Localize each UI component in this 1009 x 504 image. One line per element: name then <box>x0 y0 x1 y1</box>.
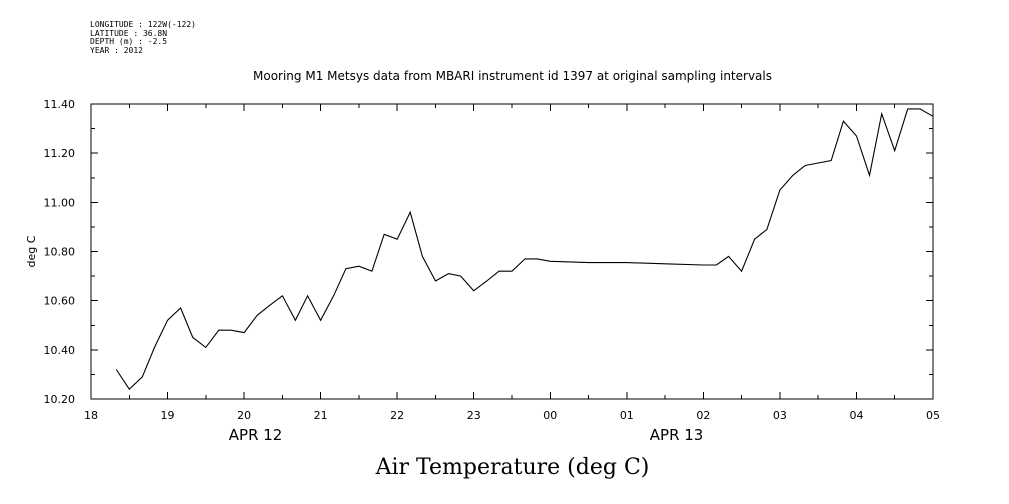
x-tick-label: 20 <box>237 409 251 422</box>
series-line <box>115 108 934 391</box>
y-axis-label: deg C <box>25 235 38 267</box>
y-tick-label: 11.40 <box>44 98 76 111</box>
x-tick-label: 05 <box>926 409 940 422</box>
x-tick-label: 18 <box>84 409 98 422</box>
y-tick-label: 11.00 <box>44 196 76 209</box>
chart-title: Mooring M1 Metsys data from MBARI instru… <box>253 69 772 83</box>
x-tick-label: 04 <box>849 409 863 422</box>
x-tick-label: 00 <box>543 409 557 422</box>
y-tick-label: 10.20 <box>44 393 76 406</box>
x-tick-label: 19 <box>161 409 175 422</box>
location-metadata: LONGITUDE : 122W(-122) LATITUDE : 36.8N … <box>90 20 196 55</box>
date-label: APR 13 <box>650 426 704 444</box>
longitude-text: LONGITUDE : 122W(-122) <box>90 20 196 29</box>
year-text: YEAR : 2012 <box>90 45 143 55</box>
plot-frame <box>90 103 934 400</box>
depth-text: DEPTH (m) : -2.5 <box>90 37 168 46</box>
x-tick-label: 23 <box>467 409 481 422</box>
chart-x-title: Air Temperature (deg C) <box>375 455 650 480</box>
y-tick-label: 10.40 <box>44 344 76 357</box>
x-tick-label: 22 <box>390 409 404 422</box>
x-tick-label: 01 <box>620 409 634 422</box>
x-tick-label: 02 <box>696 409 710 422</box>
latitude-text: LATITUDE : 36.8N <box>90 28 168 38</box>
x-tick-label: 03 <box>773 409 787 422</box>
y-tick-label: 10.80 <box>44 246 76 259</box>
y-tick-label: 11.20 <box>44 147 76 160</box>
x-tick-label: 21 <box>314 409 328 422</box>
y-tick-label: 10.60 <box>44 295 76 308</box>
date-label: APR 12 <box>229 426 283 444</box>
